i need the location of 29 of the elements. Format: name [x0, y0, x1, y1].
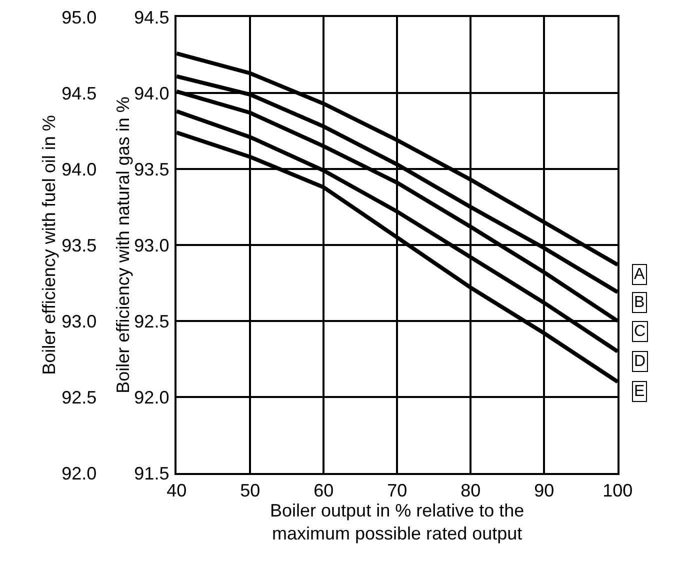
x-tick-label: 90 [534, 480, 554, 500]
x-tick-label: 40 [166, 480, 187, 500]
x-axis-title: Boiler output in % relative to the maximum possible rated output [270, 500, 524, 544]
x-tick-label: 80 [460, 480, 481, 500]
x-tick-label: 60 [314, 480, 334, 500]
x-tick-label: 70 [387, 480, 408, 500]
y2-tick-label: 94.0 [62, 159, 97, 180]
y2-tick-label: 92.5 [62, 387, 97, 408]
y2-tick-label: 93.0 [62, 311, 97, 332]
y-tick-label: 92.5 [134, 311, 170, 332]
y2-axis-title: Boiler efficiency with fuel oil in % [38, 115, 59, 375]
y2-tick-label: 95.0 [62, 7, 97, 28]
series-label: A [634, 266, 645, 283]
y-tick-label: 94.5 [134, 7, 170, 28]
y2-tick-label: 93.5 [62, 235, 97, 256]
legend-label: D [634, 353, 646, 370]
y-tick-label: 93.0 [134, 235, 170, 256]
y-tick-label: 91.5 [134, 463, 170, 484]
y2-tick-label: 92.0 [62, 463, 97, 484]
y-tick-label: 94.0 [134, 83, 170, 104]
legend-label: C [634, 323, 646, 340]
y-tick-label: 92.0 [134, 387, 170, 408]
y-axis-title: Boiler efficiency with natural gas in % [112, 96, 133, 394]
x-tick-label: 100 [602, 480, 633, 500]
legend-label: B [634, 294, 645, 311]
x-tick-label: 50 [240, 480, 260, 500]
legend-label: E [634, 383, 645, 400]
y-tick-label: 93.5 [134, 159, 170, 180]
y2-tick-label: 94.5 [62, 83, 97, 104]
